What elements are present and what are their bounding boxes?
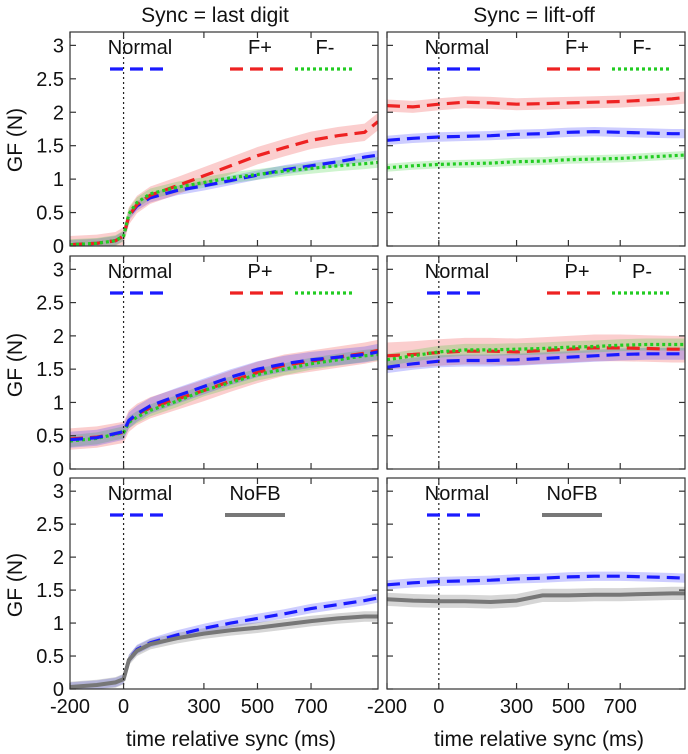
panel-2-1: -200 0 300 500 700 Normal NoFB	[367, 477, 686, 718]
axes-frame	[69, 31, 379, 247]
band-normal	[70, 593, 378, 689]
legend-label-nofb: NoFB	[229, 483, 280, 505]
ylabel-row-1: GF (N)	[4, 333, 27, 397]
ylabel-row-2: GF (N)	[4, 553, 27, 617]
plot-area	[387, 334, 685, 374]
legend-label-f-: F-	[633, 37, 652, 59]
axes-frame	[386, 31, 686, 247]
series-line-normal	[70, 350, 378, 442]
series-line-f-	[387, 153, 685, 170]
legend-label-normal: Normal	[425, 37, 489, 59]
plot-area	[70, 593, 378, 689]
series-line-normal	[387, 574, 685, 587]
axes-frame	[69, 255, 379, 470]
x-tick-label: 500	[241, 696, 274, 718]
y-tick-label: 2.5	[36, 69, 64, 91]
y-tick-label: 3	[53, 481, 64, 503]
legend-label-f+: F+	[248, 37, 272, 59]
series-line-f+	[387, 95, 685, 109]
y-tick-label: 2.5	[36, 293, 64, 315]
axes-frame	[69, 477, 379, 690]
y-tick-label: 1.5	[36, 359, 64, 381]
chart-panels: 0 0.5 1 1.5 2 2.5 3 Normal F+ F- Normal F+ F- 0 0.5 1 1.…	[36, 31, 686, 718]
y-tick-label: 0.5	[36, 646, 64, 668]
x-tick-label: 0	[433, 696, 444, 718]
legend-label-normal: Normal	[425, 261, 489, 283]
column-title-right: Sync = lift-off	[473, 4, 595, 27]
legend-label-p+: P+	[564, 261, 589, 283]
y-tick-label: 0	[53, 459, 64, 481]
legend-label-normal: Normal	[108, 261, 172, 283]
legend-label-normal: Normal	[108, 483, 172, 505]
panel-0-0: 0 0.5 1 1.5 2 2.5 3 Normal F+ F-	[36, 31, 379, 258]
x-tick-label: 500	[552, 696, 585, 718]
x-tick-label: 700	[294, 696, 327, 718]
series-line-normal	[70, 596, 378, 689]
y-tick-label: 1	[53, 169, 64, 191]
y-tick-label: 0.5	[36, 203, 64, 225]
y-tick-label: 2	[53, 547, 64, 569]
column-title-left: Sync = last digit	[141, 4, 289, 27]
plot-area	[387, 91, 685, 172]
y-tick-label: 2.5	[36, 514, 64, 536]
series-line-nofb	[387, 591, 685, 605]
y-tick-label: 3	[53, 259, 64, 281]
legend-label-p+: P+	[247, 261, 272, 283]
x-tick-label: 300	[500, 696, 533, 718]
plot-area	[70, 339, 378, 450]
series-line-p+	[70, 348, 378, 441]
plot-area	[387, 571, 685, 609]
y-tick-label: 0	[53, 679, 64, 701]
series-line-f-	[70, 160, 378, 246]
y-tick-label: 0.5	[36, 426, 64, 448]
panel-1-1: Normal P+ P-	[386, 255, 686, 470]
y-tick-label: 0	[53, 236, 64, 258]
plot-area	[70, 112, 378, 246]
y-tick-label: 3	[53, 35, 64, 57]
x-tick-label: 300	[187, 696, 220, 718]
series-line-p-	[387, 342, 685, 362]
legend-label-nofb: NoFB	[546, 483, 597, 505]
y-tick-label: 1	[53, 392, 64, 414]
series-line-nofb	[70, 614, 378, 689]
y-tick-label: 1.5	[36, 580, 64, 602]
series-line-p-	[70, 352, 378, 443]
panel-1-0: 0 0.5 1 1.5 2 2.5 3 Normal P+ P-	[36, 255, 379, 481]
panel-0-1: Normal F+ F-	[386, 31, 686, 247]
ylabel-row-0: GF (N)	[4, 108, 27, 172]
x-tick-label: -200	[50, 696, 90, 718]
legend-label-f+: F+	[565, 37, 589, 59]
band-f-	[387, 151, 685, 172]
axes-frame	[386, 477, 686, 690]
legend-label-normal: Normal	[425, 483, 489, 505]
xlabel-left: time relative sync (ms)	[126, 728, 336, 751]
y-tick-label: 2	[53, 102, 64, 124]
xlabel-right: time relative sync (ms)	[434, 728, 644, 751]
axes-frame	[386, 255, 686, 470]
legend-label-p-: P-	[315, 261, 335, 283]
legend-label-p-: P-	[632, 261, 652, 283]
y-tick-label: 1	[53, 613, 64, 635]
y-tick-label: 1.5	[36, 136, 64, 158]
y-tick-label: 2	[53, 326, 64, 348]
x-tick-label: -200	[367, 696, 407, 718]
band-f+	[70, 112, 378, 246]
legend-label-normal: Normal	[108, 37, 172, 59]
legend-label-f-: F-	[316, 37, 335, 59]
x-tick-label: 0	[118, 696, 129, 718]
x-tick-label: 700	[604, 696, 637, 718]
